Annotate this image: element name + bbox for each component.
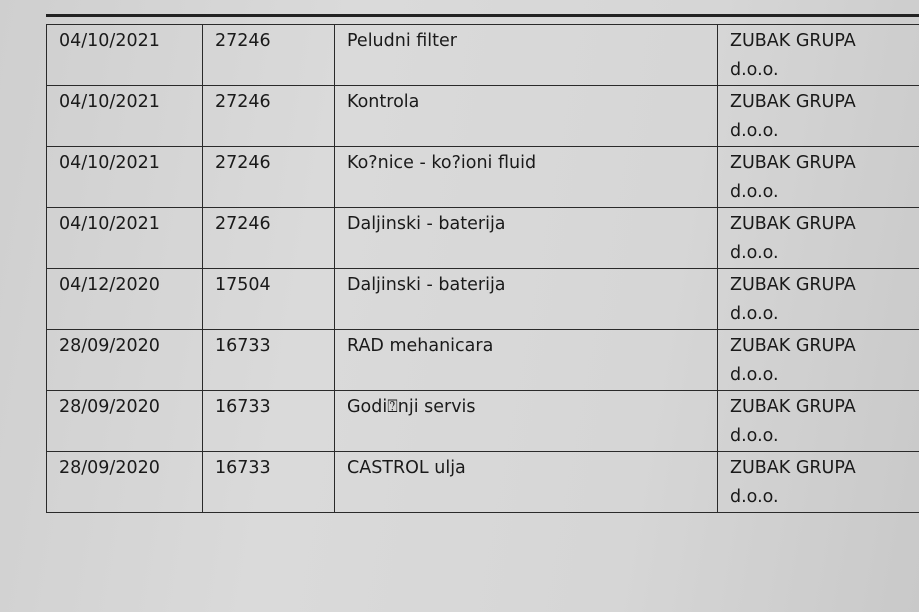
cell-description: Daljinski - baterija [334, 268, 718, 330]
cell-number: 17504 [202, 268, 335, 330]
table-row: 04/12/2020 17504 Daljinski - baterija ZUBAK… [46, 268, 919, 330]
cell-date: 04/12/2020 [46, 268, 203, 330]
cell-number: 27246 [202, 207, 335, 269]
cell-date: 28/09/2020 [46, 390, 203, 452]
cell-description: Daljinski - baterija [334, 207, 718, 269]
table-row: 04/10/2021 27246 Daljinski - baterija ZUBAK… [46, 207, 919, 269]
cell-company: ZUBAK GRUPA d.o.o. [717, 451, 919, 513]
cell-description: Kontrola [334, 85, 718, 147]
cell-date: 04/10/2021 [46, 146, 203, 208]
table-row: 28/09/2020 16733 CASTROL ulja ZUBAK GRUPA d… [46, 451, 919, 513]
cell-company: ZUBAK GRUPA d.o.o. [717, 85, 919, 147]
table-row: 04/10/2021 27246 Kontrola ZUBAK GRUPA d.o.o… [46, 85, 919, 147]
top-rule [46, 14, 919, 17]
cell-number: 27246 [202, 24, 335, 86]
cell-date: 28/09/2020 [46, 329, 203, 391]
cell-company: ZUBAK GRUPA d.o.o. [717, 146, 919, 208]
cell-description: CASTROL ulja [334, 451, 718, 513]
cell-company: ZUBAK GRUPA d.o.o. [717, 329, 919, 391]
cell-company: ZUBAK GRUPA d.o.o. [717, 24, 919, 86]
cell-date: 04/10/2021 [46, 85, 203, 147]
cell-number: 27246 [202, 146, 335, 208]
cell-description: Godi⍰nji servis [334, 390, 718, 452]
cell-date: 04/10/2021 [46, 24, 203, 86]
cell-number: 16733 [202, 390, 335, 452]
table-row: 04/10/2021 27246 Peludni filter ZUBAK GRUPA… [46, 24, 919, 86]
table-row: 28/09/2020 16733 RAD mehanicara ZUBAK GRUPA… [46, 329, 919, 391]
cell-description: Ko?nice - ko?ioni fluid [334, 146, 718, 208]
table-body: 04/10/2021 27246 Peludni filter ZUBAK GRUPA… [46, 24, 919, 513]
cell-date: 04/10/2021 [46, 207, 203, 269]
cell-description: Peludni filter [334, 24, 718, 86]
cell-date: 28/09/2020 [46, 451, 203, 513]
table-row: 04/10/2021 27246 Ko?nice - ko?ioni fluid ZU… [46, 146, 919, 208]
cell-number: 27246 [202, 85, 335, 147]
cell-company: ZUBAK GRUPA d.o.o. [717, 390, 919, 452]
cell-description: RAD mehanicara [334, 329, 718, 391]
service-history-table: 04/10/2021 27246 Peludni filter ZUBAK GRUPA… [46, 24, 919, 513]
cell-company: ZUBAK GRUPA d.o.o. [717, 207, 919, 269]
table-row: 28/09/2020 16733 Godi⍰nji servis ZUBAK GRUP… [46, 390, 919, 452]
cell-company: ZUBAK GRUPA d.o.o. [717, 268, 919, 330]
cell-number: 16733 [202, 329, 335, 391]
cell-number: 16733 [202, 451, 335, 513]
